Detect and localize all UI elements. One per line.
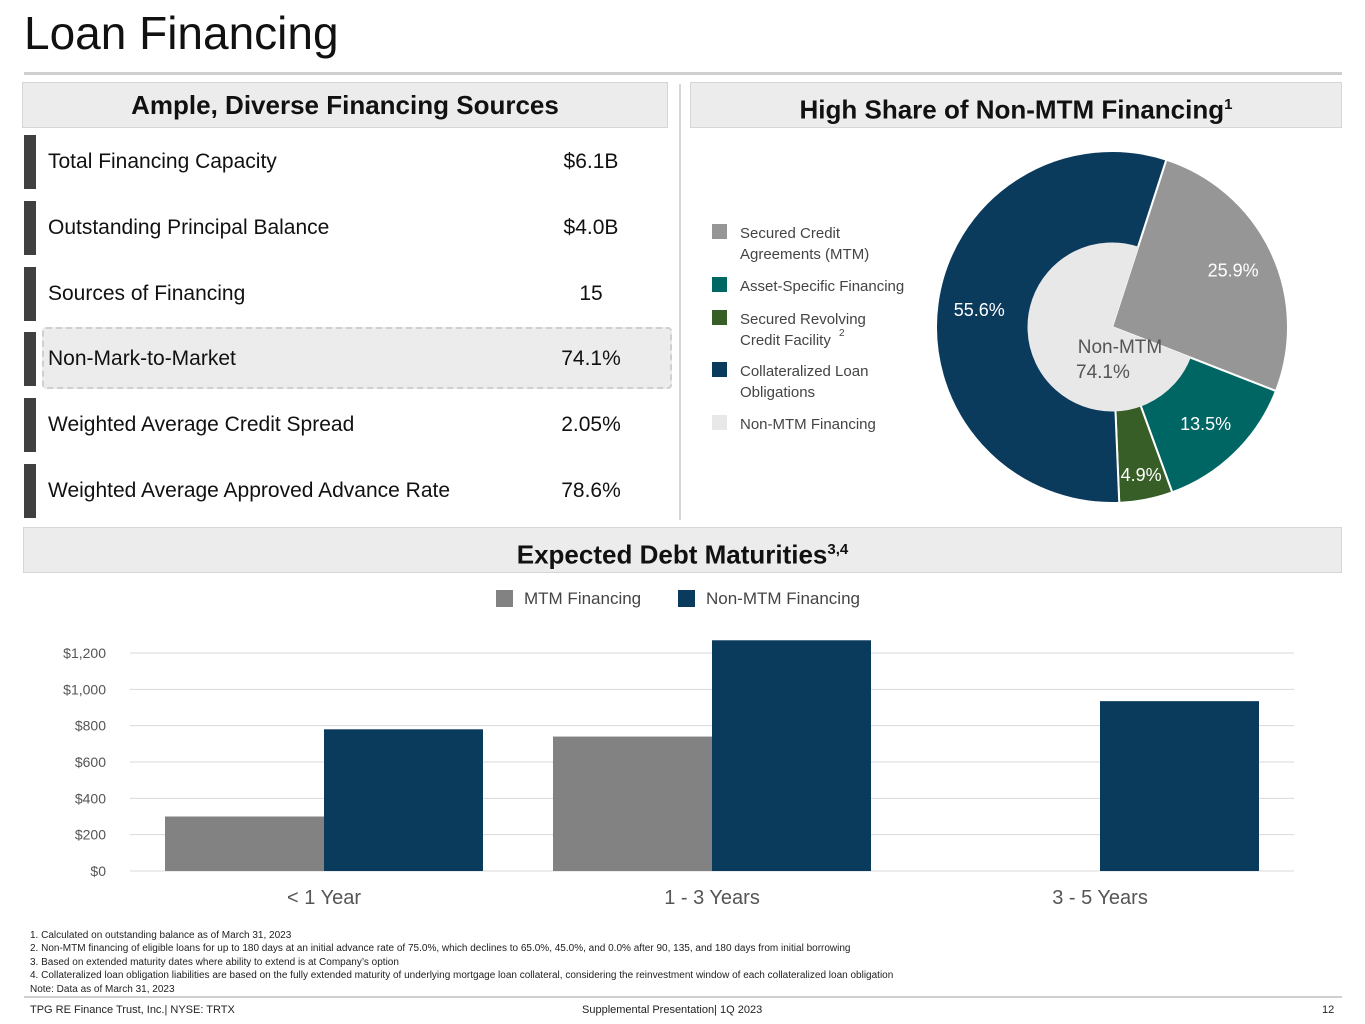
page-number: 12 <box>1322 1004 1335 1016</box>
footnote: 3. Based on extended maturity dates wher… <box>30 956 399 968</box>
footnote-note: Note: Data as of March 31, 2023 <box>30 983 175 995</box>
footer-divider <box>24 996 1342 998</box>
stat-row-non-mtm: Non-Mark-to-Market 74.1% <box>24 332 644 386</box>
legend-footnote-marker: 2 <box>839 328 845 339</box>
y-tick-label: $1,000 <box>63 681 106 697</box>
stat-row-total-capacity: Total Financing Capacity $6.1B <box>24 135 644 189</box>
stat-label: Weighted Average Approved Advance Rate <box>48 479 451 502</box>
page-title: Loan Financing <box>24 7 339 59</box>
stat-value: $4.0B <box>563 216 619 239</box>
legend-swatch <box>496 590 513 607</box>
stat-marker <box>24 135 36 189</box>
debt-maturities-heading: Expected Debt Maturities3,4 <box>23 527 1342 573</box>
footnotes: 1. Calculated on outstanding balance as … <box>30 929 893 996</box>
legend-label: Secured Credit Agreements (MTM) <box>740 225 870 263</box>
stat-marker <box>24 332 36 386</box>
stat-label: Weighted Average Credit Spread <box>48 413 355 436</box>
legend-swatch <box>712 415 727 430</box>
donut-slice-label: 13.5% <box>1180 414 1231 434</box>
financing-sources-heading-text: Ample, Diverse Financing Sources <box>131 90 559 120</box>
panel-divider <box>679 84 681 520</box>
x-category-label: 3 - 5 Years <box>1052 887 1148 909</box>
donut-center-value: 74.1% <box>1076 362 1130 383</box>
y-tick-label: $1,200 <box>63 645 106 661</box>
footnote: 4. Collateralized loan obligation liabil… <box>30 970 894 982</box>
maturities-legend: MTM Financing Non-MTM Financing <box>0 588 1365 612</box>
title-divider <box>24 72 1342 75</box>
stat-row-advance-rate: Weighted Average Approved Advance Rate 7… <box>24 464 644 518</box>
footer-company: TPG RE Finance Trust, Inc.| NYSE: TRTX <box>30 1004 235 1016</box>
debt-maturities-heading-text: Expected Debt Maturities <box>516 539 828 570</box>
stat-label: Total Financing Capacity <box>48 150 277 173</box>
footer-presentation: Supplemental Presentation| 1Q 2023 <box>582 1004 763 1016</box>
stat-value: 2.05% <box>561 413 621 436</box>
footnote: 2. Non-MTM financing of eligible loans f… <box>30 943 851 955</box>
stat-marker <box>24 267 36 321</box>
donut-center-label: Non-MTM <box>1078 337 1162 358</box>
stat-value: $6.1B <box>563 150 619 173</box>
bar-non-mtm-2 <box>1100 701 1259 871</box>
stat-marker <box>24 398 36 452</box>
donut-slice-label: 4.9% <box>1121 465 1162 485</box>
legend-label: Non-MTM Financing <box>706 589 860 608</box>
donut-inner-non-mtm <box>1027 242 1191 412</box>
bar-non-mtm-0 <box>324 729 483 871</box>
debt-maturities-bar-chart: $0 $200 $400 $600 $800 $1,000 $1,200 < 1 Year 1 … <box>63 640 1294 909</box>
stat-label: Non-Mark-to-Market <box>48 347 236 370</box>
stat-row-outstanding-balance: Outstanding Principal Balance $4.0B <box>24 201 644 255</box>
stat-row-credit-spread: Weighted Average Credit Spread 2.05% <box>24 398 644 452</box>
legend-swatch <box>678 590 695 607</box>
legend-swatch <box>712 277 727 292</box>
y-tick-label: $0 <box>90 863 106 879</box>
legend-swatch <box>712 310 727 325</box>
stat-value: 15 <box>579 282 603 305</box>
non-mtm-share-heading: High Share of Non-MTM Financing1 <box>690 82 1342 128</box>
donut-slice-label: 55.6% <box>954 300 1005 320</box>
stat-value: 78.6% <box>561 479 621 502</box>
non-mtm-donut-chart: 25.9% 13.5% 4.9% 55.6% Non-MTM 74.1% <box>935 150 1289 504</box>
stat-label: Sources of Financing <box>48 282 246 305</box>
footnote: 1. Calculated on outstanding balance as … <box>30 930 292 941</box>
legend-swatch <box>712 362 727 377</box>
legend-swatch <box>712 224 727 239</box>
donut-slice-0 <box>1110 158 1289 393</box>
stat-marker <box>24 464 36 518</box>
legend-label: Secured Revolving Credit Facility <box>740 311 866 349</box>
debt-maturities-heading-sup: 3,4 <box>827 541 849 558</box>
non-mtm-share-heading-sup: 1 <box>1224 96 1233 113</box>
non-mtm-share-heading-text: High Share of Non-MTM Financing <box>799 94 1225 125</box>
y-tick-label: $600 <box>75 754 106 770</box>
bar-mtm-1 <box>553 736 712 871</box>
bar-mtm-0 <box>165 816 324 871</box>
legend-label: Non-MTM Financing <box>740 416 876 433</box>
stat-marker <box>24 201 36 255</box>
financing-sources-heading: Ample, Diverse Financing Sources <box>22 82 668 128</box>
y-tick-label: $400 <box>75 790 106 806</box>
donut-slice-label: 25.9% <box>1208 261 1259 281</box>
non-mtm-highlight <box>42 327 672 389</box>
x-category-label: < 1 Year <box>287 887 361 909</box>
y-tick-label: $200 <box>75 827 106 843</box>
stat-row-sources: Sources of Financing 15 <box>24 267 644 321</box>
legend-label: MTM Financing <box>524 589 642 608</box>
stat-value: 74.1% <box>561 347 621 370</box>
bar-non-mtm-1 <box>712 640 871 871</box>
legend-label: Collateralized Loan Obligations <box>740 363 869 401</box>
legend-label: Asset-Specific Financing <box>740 278 905 295</box>
y-tick-label: $800 <box>75 718 106 734</box>
x-category-label: 1 - 3 Years <box>664 887 760 909</box>
stat-label: Outstanding Principal Balance <box>48 216 330 239</box>
